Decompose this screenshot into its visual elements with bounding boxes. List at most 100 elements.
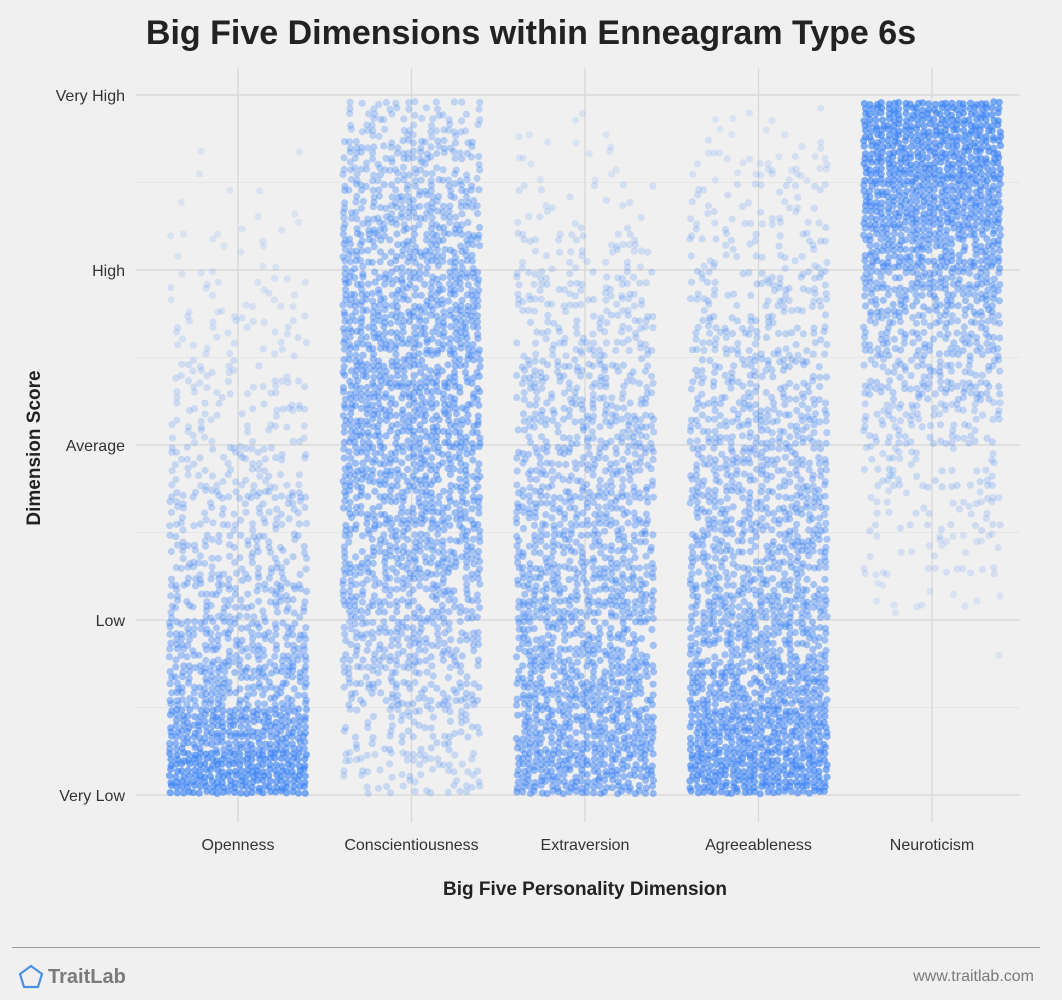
- data-point: [393, 585, 401, 593]
- data-point: [345, 538, 353, 546]
- data-point: [555, 460, 563, 468]
- data-point: [603, 273, 611, 281]
- data-point: [539, 467, 547, 475]
- data-point: [272, 783, 281, 791]
- data-point: [357, 502, 365, 511]
- data-point: [439, 202, 447, 210]
- data-point: [392, 341, 400, 349]
- data-point: [474, 547, 483, 556]
- data-point: [255, 532, 264, 540]
- data-point: [166, 623, 174, 631]
- data-point: [364, 768, 372, 776]
- data-point: [342, 521, 350, 530]
- data-point: [371, 650, 379, 658]
- data-point: [185, 308, 193, 316]
- data-point: [283, 641, 292, 649]
- data-point: [418, 689, 426, 697]
- data-point: [649, 724, 657, 732]
- data-point: [213, 636, 222, 644]
- data-point: [475, 186, 483, 194]
- data-point: [573, 658, 582, 666]
- data-point: [352, 607, 360, 615]
- data-point: [353, 663, 362, 671]
- data-point: [519, 549, 527, 557]
- data-point: [475, 683, 483, 692]
- data-point: [208, 590, 216, 599]
- data-point: [173, 789, 181, 797]
- data-point: [219, 521, 227, 529]
- data-point: [254, 465, 262, 473]
- data-point: [618, 570, 627, 579]
- data-point: [226, 349, 234, 358]
- data-point: [571, 504, 579, 512]
- data-point: [294, 532, 302, 540]
- data-point: [411, 652, 419, 660]
- data-point: [439, 273, 447, 281]
- data-point: [207, 499, 215, 507]
- data-point: [620, 532, 628, 540]
- data-point: [237, 248, 245, 256]
- data-point: [409, 624, 417, 632]
- data-point: [452, 697, 460, 705]
- data-point: [236, 656, 244, 664]
- data-point: [756, 790, 764, 798]
- data-point: [238, 314, 246, 322]
- data-point: [527, 160, 535, 168]
- data-point: [243, 612, 251, 620]
- data-point: [346, 560, 354, 568]
- data-point: [791, 707, 800, 715]
- data-point: [191, 713, 199, 721]
- data-point: [589, 330, 597, 338]
- data-point: [596, 509, 604, 518]
- data-point: [364, 428, 372, 437]
- data-point: [710, 718, 718, 726]
- data-point: [444, 674, 452, 682]
- data-point: [173, 635, 181, 643]
- data-point: [295, 148, 304, 156]
- data-point: [243, 390, 252, 398]
- data-point: [301, 789, 309, 797]
- data-point: [238, 410, 246, 418]
- data-point: [248, 445, 256, 453]
- data-point: [166, 740, 174, 748]
- data-point: [345, 669, 353, 678]
- data-point: [283, 330, 291, 338]
- data-point: [589, 362, 597, 370]
- data-point: [444, 450, 452, 458]
- data-point: [226, 652, 234, 660]
- data-point: [624, 224, 632, 232]
- data-point: [190, 522, 198, 530]
- data-point: [416, 760, 424, 769]
- data-point: [648, 625, 656, 634]
- data-point: [565, 712, 574, 720]
- data-point: [381, 537, 389, 546]
- data-point: [519, 674, 527, 682]
- data-point: [196, 454, 204, 462]
- data-point: [393, 554, 401, 562]
- data-point: [649, 680, 657, 688]
- data-point: [474, 330, 482, 338]
- data-point: [388, 565, 396, 573]
- data-point: [530, 280, 538, 288]
- data-point: [172, 581, 180, 590]
- data-point: [688, 718, 696, 726]
- data-point: [347, 690, 355, 698]
- data-point: [584, 778, 592, 786]
- data-point: [278, 564, 286, 572]
- data-point: [624, 519, 632, 527]
- data-point: [440, 308, 448, 316]
- data-point: [215, 574, 223, 582]
- data-point: [450, 549, 458, 557]
- data-point: [536, 549, 544, 557]
- data-point: [341, 559, 349, 567]
- data-point: [184, 766, 192, 774]
- data-point: [301, 663, 310, 671]
- data-point: [536, 460, 544, 468]
- data-point: [457, 242, 465, 250]
- data-point: [415, 494, 423, 502]
- data-point: [225, 613, 233, 621]
- data-point: [577, 347, 585, 355]
- data-point: [470, 749, 478, 758]
- data-point: [467, 516, 475, 524]
